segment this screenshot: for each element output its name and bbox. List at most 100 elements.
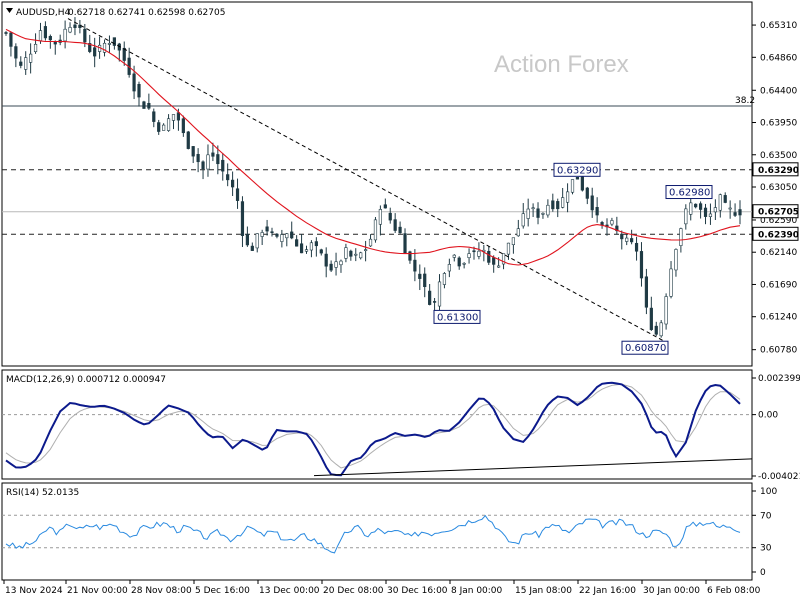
candle-body [457,257,461,267]
candle-body [221,159,225,172]
macd-tick-label: 0.00 [758,411,778,421]
candle-body [9,32,13,47]
macd-tick-label: -0.004021 [758,472,800,482]
time-tick-label: 13 Dec 00:00 [259,586,320,596]
candle-body [73,24,77,28]
price-level-tag [752,226,799,241]
price-annotation-box [433,309,481,324]
price-level-tag-text: 0.62705 [758,208,799,218]
candle-body [329,263,333,271]
candle-body [186,131,190,149]
candle-body [497,265,501,268]
rsi-chart-layer [2,514,752,554]
candle-body [561,197,565,208]
candle-body [462,262,466,265]
price-level-tag [752,162,799,177]
candle-body [157,122,161,132]
candle-body [265,226,269,232]
candle-body [664,296,668,325]
fib-level-label: 38.2 [735,96,755,106]
candle-body [383,204,387,209]
candle-body [275,233,279,237]
candle-body [93,47,97,57]
candle-body [290,231,294,239]
candle-body [492,257,496,265]
candle-body [590,195,594,211]
price-tick-label: 0.64400 [760,86,797,96]
candle-body [418,273,422,279]
candle-body [467,253,471,258]
time-tick-label: 8 Jan 00:00 [451,586,503,596]
candle-body [728,207,732,210]
candle-body [147,102,151,109]
candle-body [595,207,599,216]
axes-layer: 0.65310 0.64860 0.64400 0.63950 0.63500 0.630… [3,21,800,596]
candle-body [679,228,683,246]
price-annotation-text: 0.60870 [625,343,666,354]
watermark: Action Forex [494,51,629,78]
price-tick-label: 0.63950 [760,119,797,129]
candle-body [299,243,304,254]
candle-body [625,237,629,242]
time-tick-label: 5 Dec 16:00 [195,586,250,596]
candle-body [260,232,264,237]
macd-title: MACD(12,26,9) 0.000712 0.000947 [6,375,166,385]
candle-body [684,208,688,225]
candle-body [142,101,146,109]
candle-body [270,231,274,234]
candle-body [694,203,698,208]
macd-line [5,381,741,477]
candle-body [354,253,358,256]
candle-body [319,249,323,254]
candle-body [516,228,520,237]
candle-body [24,57,28,70]
price-tick-label: 0.61690 [760,280,797,290]
candle-body [191,146,195,157]
candle-body [526,208,530,219]
candle-body [378,209,382,225]
candle-body [201,161,205,170]
moving-average-line [5,28,741,266]
candle-body [580,176,584,191]
candle-body [669,268,673,297]
dropdown-arrow-icon[interactable] [6,8,13,13]
time-tick-label: 13 Nov 2024 [5,586,63,596]
candle-body [570,179,575,193]
rsi-pane [1,482,753,581]
candle-body [585,187,589,199]
candle-body [68,27,72,33]
candle-body [235,188,240,201]
main-pane [1,1,753,367]
candle-body [428,290,432,305]
candle-body [634,242,639,252]
rsi-title: RSI(14) 52.0135 [6,488,79,498]
candle-body [452,254,456,258]
candle-body [19,61,23,66]
candle-body [349,250,353,257]
candle-body [713,207,717,213]
candle-body [171,114,176,121]
price-annotation-box [665,185,713,200]
candle-body [738,209,742,216]
time-tick-label: 6 Feb 08:00 [707,586,761,596]
time-tick-label: 20 Dec 08:00 [323,586,384,596]
candle-body [63,28,67,42]
candle-body [393,219,397,231]
candle-body [78,24,82,28]
candle-body [196,154,200,163]
candle-body [437,281,442,307]
candle-body [206,154,210,170]
main-chart-layer: 38.2 0.63290 0.62980 0.61300 0.60870 [2,17,755,355]
price-annotation-text: 0.61300 [437,312,478,323]
candle-body [423,273,427,288]
candle-body [48,36,52,41]
candle-body [107,43,112,45]
price-tick-label: 0.61240 [760,313,797,323]
candle-body [531,207,535,210]
candle-body [280,234,284,242]
price-tick-label: 0.60780 [760,346,797,356]
candle-body [309,242,314,251]
symbol-label: AUDUSD,H4 [16,8,71,18]
candle-body [487,250,491,263]
candle-body [541,213,545,215]
